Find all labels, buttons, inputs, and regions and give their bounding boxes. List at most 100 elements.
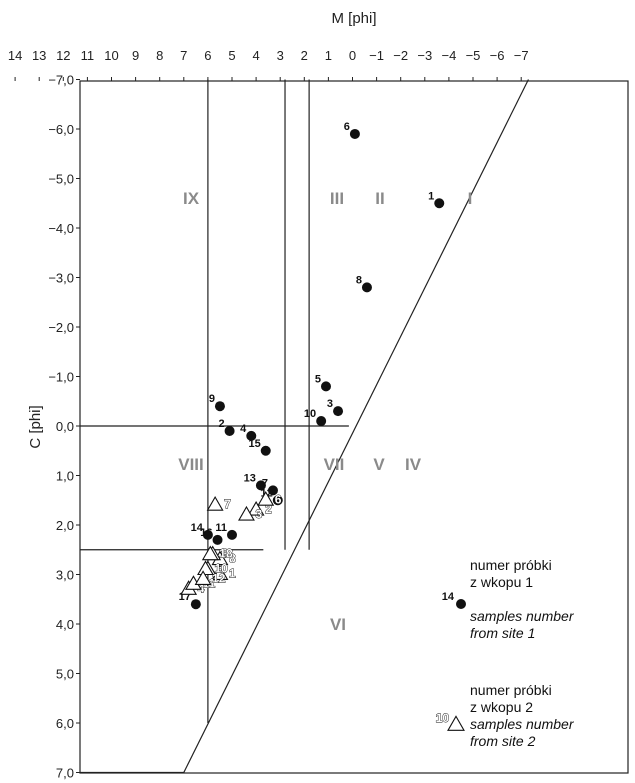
x-tick-label: 1 bbox=[325, 48, 332, 63]
y-tick-label: −2,0 bbox=[48, 320, 74, 335]
site1-point-label: 5 bbox=[315, 373, 321, 385]
site1-point bbox=[260, 445, 271, 456]
site1-point-label: 16 bbox=[200, 527, 212, 539]
site1-point-label: 1 bbox=[428, 190, 434, 202]
x-tick-labels: 1514131211109876543210−1−2−3−4−5−6−7 bbox=[8, 48, 529, 81]
x-tick-label: −2 bbox=[393, 48, 408, 63]
site2-point-label: 4 bbox=[198, 581, 205, 595]
x-tick-label: −3 bbox=[417, 48, 432, 63]
site2-point-label: 1 bbox=[229, 567, 236, 581]
legend-circle-marker bbox=[456, 599, 466, 609]
site2-point-label: 18 bbox=[219, 547, 233, 561]
y-tick-label: −5,0 bbox=[48, 172, 74, 187]
site2-point-label: 8 bbox=[229, 552, 236, 566]
x-tick-label: −6 bbox=[490, 48, 505, 63]
x-tick-label: 3 bbox=[277, 48, 284, 63]
site1-point bbox=[246, 430, 257, 441]
y-tick-label: 6,0 bbox=[56, 716, 74, 731]
x-axis-label: M [phi] bbox=[331, 10, 376, 27]
x-tick-label: −1 bbox=[369, 48, 384, 63]
x-tick-label: 6 bbox=[204, 48, 211, 63]
y-tick-label: 7,0 bbox=[56, 766, 74, 781]
site1-point bbox=[214, 401, 225, 412]
x-tick-label: 7 bbox=[180, 48, 187, 63]
y-tick-label: −6,0 bbox=[48, 122, 74, 137]
y-tick-label: 0,0 bbox=[56, 419, 74, 434]
region-label-v: V bbox=[373, 455, 385, 474]
site2-point-label: 9 bbox=[222, 547, 229, 561]
site1-point-label: 6 bbox=[344, 121, 350, 133]
site2-point-label: 6 bbox=[275, 492, 282, 506]
region-label-vi: VI bbox=[330, 615, 346, 634]
data-points: 1234567891011121314151617123456789101112… bbox=[179, 121, 445, 610]
y-tick-label: 2,0 bbox=[56, 518, 74, 533]
site1-point-label: 10 bbox=[304, 408, 316, 420]
site1-point-label: 15 bbox=[248, 438, 260, 450]
site1-point bbox=[212, 534, 223, 545]
legend-site2-italic: from site 2 bbox=[470, 733, 536, 749]
site2-point bbox=[201, 545, 219, 561]
site2-point-label: 5 bbox=[217, 562, 224, 576]
site1-point bbox=[202, 529, 213, 540]
site2-point-label: 12 bbox=[212, 571, 226, 585]
site1-point bbox=[361, 282, 372, 293]
x-tick-label: −5 bbox=[466, 48, 481, 63]
boundary-diagonal bbox=[183, 79, 529, 773]
x-tick-label: 10 bbox=[104, 48, 118, 63]
y-tick-label: −4,0 bbox=[48, 221, 74, 236]
x-tick-label: 14 bbox=[8, 48, 22, 63]
legend-triangle-example: 10 bbox=[436, 711, 450, 725]
site1-point bbox=[255, 480, 266, 491]
site1-point-label: 4 bbox=[240, 423, 247, 435]
region-label-ii: II bbox=[375, 189, 384, 208]
site1-point bbox=[190, 599, 201, 610]
site1-point bbox=[272, 495, 283, 506]
region-label-viii: VIII bbox=[178, 455, 204, 474]
site1-point bbox=[333, 406, 344, 417]
legend-site1-text: numer próbki bbox=[470, 557, 552, 573]
region-label-ix: IX bbox=[183, 189, 200, 208]
x-tick-label: 11 bbox=[81, 48, 95, 63]
y-tick-label: −1,0 bbox=[48, 370, 74, 385]
x-tick-label: −4 bbox=[441, 48, 456, 63]
x-tick-label: 4 bbox=[252, 48, 259, 63]
site2-point bbox=[206, 496, 224, 511]
legend-site2-italic: samples number bbox=[470, 716, 575, 732]
plot-frame bbox=[79, 80, 629, 774]
site2-point bbox=[247, 500, 265, 516]
site2-point-label: 2 bbox=[265, 502, 272, 516]
site2-point bbox=[194, 570, 212, 585]
legend-site1-italic: samples number bbox=[470, 608, 575, 624]
y-tick-label: 3,0 bbox=[56, 568, 74, 583]
y-tick-label: −3,0 bbox=[48, 271, 74, 286]
legend-site2-text: numer próbki bbox=[470, 682, 552, 698]
site1-point bbox=[434, 198, 445, 209]
legend-site2-text: z wkopu 2 bbox=[470, 699, 533, 715]
site1-point bbox=[316, 416, 327, 427]
site1-point-label: 2 bbox=[218, 418, 224, 430]
y-tick-label: 1,0 bbox=[56, 469, 74, 484]
region-label-iii: III bbox=[330, 189, 344, 208]
site2-point-label: 7 bbox=[224, 497, 231, 511]
x-tick-label: 12 bbox=[56, 48, 70, 63]
region-boundaries bbox=[80, 79, 529, 774]
legend-site1-text: z wkopu 1 bbox=[470, 574, 533, 590]
site1-point bbox=[227, 529, 237, 540]
region-label-i: I bbox=[468, 189, 473, 208]
x-tick-label: 9 bbox=[132, 48, 139, 63]
site1-point bbox=[267, 485, 278, 496]
region-label-iv: IV bbox=[405, 455, 422, 474]
site1-point-label: 14 bbox=[191, 522, 204, 534]
site2-point bbox=[211, 565, 229, 581]
site1-point bbox=[224, 425, 235, 436]
site2-point bbox=[238, 505, 255, 521]
y-tick-label: −7,0 bbox=[48, 73, 74, 88]
site1-point-label: 13 bbox=[244, 472, 256, 484]
x-tick-label: 13 bbox=[32, 48, 46, 63]
legend-site1-italic: from site 1 bbox=[470, 625, 535, 641]
x-tick-label: 8 bbox=[156, 48, 163, 63]
y-tick-label: 4,0 bbox=[56, 617, 74, 632]
